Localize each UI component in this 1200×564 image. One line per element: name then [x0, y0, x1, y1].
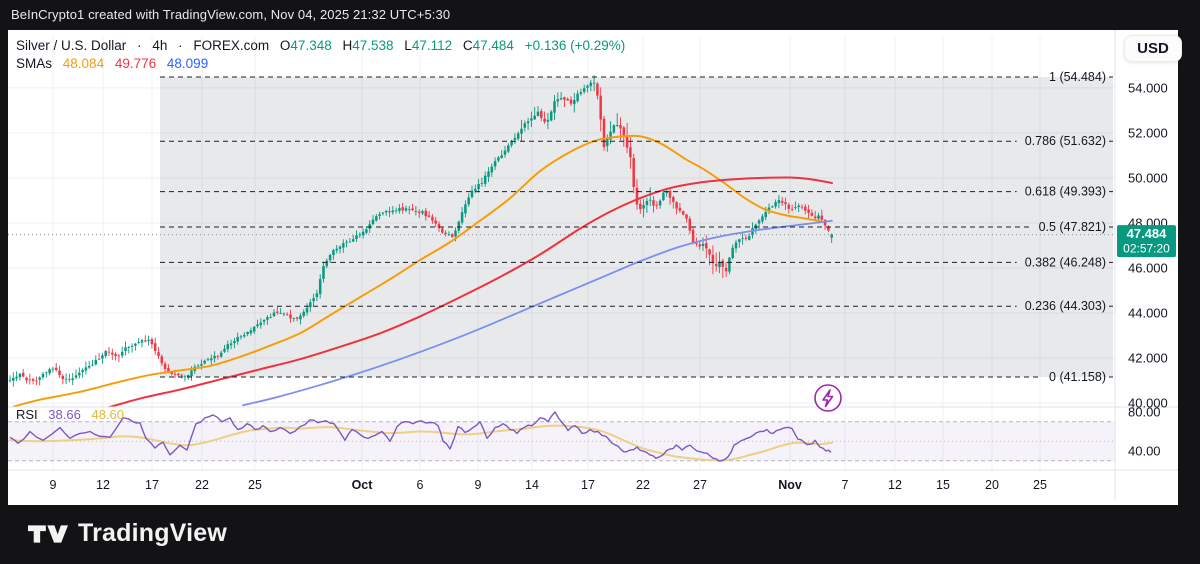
- close-value: 47.484: [472, 38, 514, 53]
- sma-100-line: [242, 219, 833, 407]
- svg-text:1 (54.484): 1 (54.484): [1049, 70, 1106, 84]
- low-value: 47.112: [411, 38, 453, 53]
- rsi-label[interactable]: RSI: [16, 407, 38, 422]
- candles-layer: [8, 75, 833, 387]
- svg-text:02:57:20: 02:57:20: [1123, 242, 1170, 256]
- rsi-ma-value: 48.60: [91, 407, 125, 422]
- time-axis[interactable]: 9 12 17 22 25 Oct 6 9 14 17 22 27 Nov 7 12 15 20 25: [50, 478, 1047, 492]
- sma-20-line: [13, 134, 821, 407]
- svg-text:47.484: 47.484: [1127, 226, 1168, 241]
- sma50-value: 49.776: [114, 56, 157, 71]
- svg-text:40.00: 40.00: [1128, 444, 1161, 459]
- footer-bar: TradingView: [0, 505, 1200, 564]
- price-axis[interactable]: 54.00052.00050.00048.00046.00044.00042.0…: [1128, 80, 1168, 458]
- low-label: L: [404, 38, 412, 53]
- svg-text:7: 7: [842, 478, 849, 492]
- svg-text:54.000: 54.000: [1128, 80, 1168, 95]
- svg-text:9: 9: [50, 478, 57, 492]
- svg-text:20: 20: [985, 478, 999, 492]
- symbol-name[interactable]: Silver / U.S. Dollar: [16, 38, 127, 53]
- rsi-ma-line: [9, 424, 833, 462]
- svg-text:Nov: Nov: [778, 478, 802, 492]
- sma20-value: 48.084: [62, 56, 105, 71]
- sma-50-line: [106, 176, 833, 407]
- legend-separator: ·: [178, 38, 183, 53]
- svg-text:40.000: 40.000: [1128, 396, 1168, 411]
- svg-text:0 (41.158): 0 (41.158): [1049, 370, 1106, 384]
- smas-legend: SMAs 48.084 49.776 48.099: [16, 56, 208, 71]
- open-value: 47.348: [290, 38, 332, 53]
- svg-text:25: 25: [248, 478, 262, 492]
- smas-label[interactable]: SMAs: [16, 56, 53, 71]
- rsi-value: 38.66: [48, 407, 81, 422]
- svg-text:15: 15: [936, 478, 950, 492]
- rsi-pane: [8, 421, 1115, 462]
- svg-text:0.786 (51.632): 0.786 (51.632): [1025, 134, 1106, 148]
- svg-text:22: 22: [195, 478, 209, 492]
- svg-text:27: 27: [693, 478, 707, 492]
- interval-label[interactable]: 4h: [152, 38, 168, 53]
- svg-text:50.000: 50.000: [1128, 170, 1168, 185]
- pane-separators: [8, 30, 1178, 500]
- snapshot-header: BeInCrypto1 created with TradingView.com…: [0, 0, 1200, 30]
- svg-text:42.000: 42.000: [1128, 351, 1168, 366]
- close-label: C: [462, 38, 473, 53]
- svg-text:9: 9: [475, 478, 482, 492]
- tradingview-logo-icon: [28, 524, 68, 543]
- svg-text:6: 6: [417, 478, 424, 492]
- sma100-value: 48.099: [166, 56, 209, 71]
- rsi-line: [9, 411, 832, 462]
- tradingview-logo[interactable]: TradingView: [28, 519, 227, 548]
- svg-text:12: 12: [888, 478, 902, 492]
- svg-text:0.618 (49.393): 0.618 (49.393): [1025, 185, 1106, 199]
- grid-layer: [8, 36, 1115, 470]
- svg-text:80.00: 80.00: [1128, 405, 1161, 420]
- rsi-legend: RSI 38.66 48.60: [16, 407, 124, 422]
- symbol-legend: Silver / U.S. Dollar · 4h · FOREX.com O4…: [16, 38, 625, 53]
- svg-text:0.236 (44.303): 0.236 (44.303): [1025, 299, 1106, 313]
- snapshot-title: BeInCrypto1 created with TradingView.com…: [11, 7, 451, 22]
- change-value: +0.136 (+0.29%): [524, 38, 626, 53]
- svg-text:22: 22: [636, 478, 650, 492]
- svg-text:52.000: 52.000: [1128, 125, 1168, 140]
- chart-panel: 1 (54.484) 0.786 (51.632) 0.618 (49.393) 0.…: [8, 30, 1182, 505]
- high-label: H: [342, 38, 353, 53]
- svg-text:12: 12: [96, 478, 110, 492]
- fib-levels: 1 (54.484) 0.786 (51.632) 0.618 (49.393) 0.…: [160, 70, 1113, 384]
- svg-text:Oct: Oct: [352, 478, 374, 492]
- currency-toggle-button[interactable]: USD: [1124, 35, 1182, 62]
- svg-text:17: 17: [581, 478, 595, 492]
- legend-separator: ·: [137, 38, 142, 53]
- high-value: 47.538: [352, 38, 394, 53]
- svg-text:14: 14: [525, 478, 539, 492]
- svg-text:0.5 (47.821): 0.5 (47.821): [1039, 220, 1106, 234]
- tradingview-logo-text: TradingView: [78, 519, 228, 547]
- exchange-label: FOREX.com: [193, 38, 270, 53]
- svg-text:25: 25: [1033, 478, 1047, 492]
- lightning-marker-icon[interactable]: [814, 384, 842, 412]
- chart-canvas[interactable]: 1 (54.484) 0.786 (51.632) 0.618 (49.393) 0.…: [8, 30, 1178, 505]
- svg-text:46.000: 46.000: [1128, 261, 1168, 276]
- open-label: O: [279, 38, 291, 53]
- svg-text:17: 17: [145, 478, 159, 492]
- svg-text:44.000: 44.000: [1128, 306, 1168, 321]
- svg-text:0.382 (46.248): 0.382 (46.248): [1025, 255, 1106, 269]
